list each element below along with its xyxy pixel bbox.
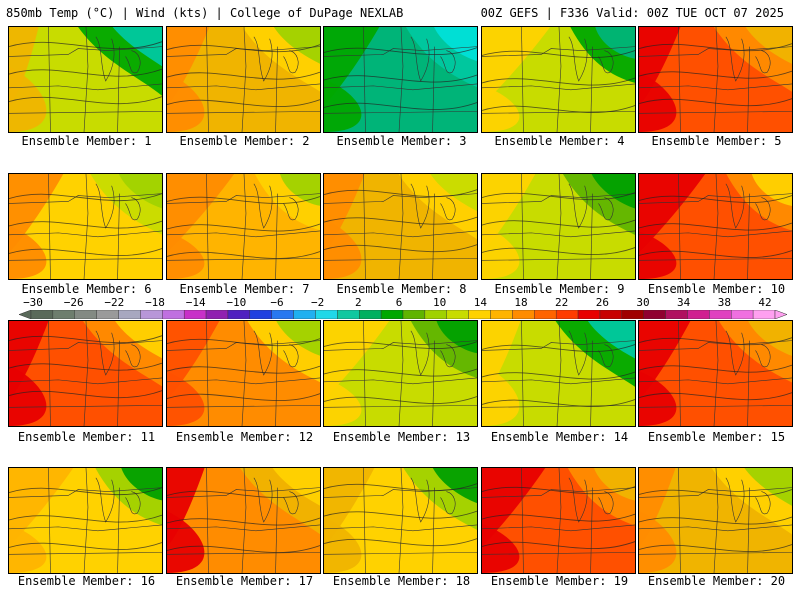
colorbar-tick-label: 6 [395, 296, 403, 309]
colorbar-tick-label: −14 [185, 296, 206, 309]
ensemble-member-map [481, 467, 636, 574]
ensemble-member-map [481, 320, 636, 427]
colorbar-tick-label: 14 [473, 296, 487, 309]
ensemble-member-label: Ensemble Member: 6 [21, 282, 152, 296]
colorbar-tick-label: 30 [636, 296, 650, 309]
colorbar-tick-label: 26 [595, 296, 609, 309]
ensemble-member-label: Ensemble Member: 13 [332, 430, 471, 444]
ensemble-member-label: Ensemble Member: 1 [21, 134, 152, 148]
ensemble-member-map [638, 320, 793, 427]
ensemble-member-label: Ensemble Member: 18 [332, 574, 471, 588]
colorbar-tick-label: 34 [677, 296, 691, 309]
ensemble-member-map [166, 173, 321, 280]
ensemble-member-label: Ensemble Member: 10 [647, 282, 786, 296]
ensemble-member-label: Ensemble Member: 16 [17, 574, 156, 588]
colorbar-tick-label: −30 [23, 296, 43, 309]
ensemble-member-label: Ensemble Member: 9 [494, 282, 625, 296]
ensemble-member-label: Ensemble Member: 2 [179, 134, 310, 148]
colorbar-tick-label: −10 [226, 296, 247, 309]
colorbar-tick-label: −22 [104, 296, 125, 309]
ensemble-member-map [8, 320, 163, 427]
ensemble-member-label: Ensemble Member: 20 [647, 574, 786, 588]
temperature-colorbar [19, 310, 787, 319]
ensemble-member-map [638, 26, 793, 133]
ensemble-member-map [8, 173, 163, 280]
ensemble-member-label: Ensemble Member: 8 [336, 282, 467, 296]
ensemble-member-map [323, 320, 478, 427]
colorbar-tick-label: −6 [270, 296, 284, 309]
ensemble-member-label: Ensemble Member: 5 [651, 134, 782, 148]
ensemble-member-label: Ensemble Member: 3 [336, 134, 467, 148]
ensemble-member-map [8, 26, 163, 133]
ensemble-member-map [166, 26, 321, 133]
ensemble-member-map [8, 467, 163, 574]
ensemble-member-map [323, 467, 478, 574]
ensemble-member-map [166, 320, 321, 427]
ensemble-member-label: Ensemble Member: 4 [494, 134, 625, 148]
header-left-title: 850mb Temp (°C) | Wind (kts) | College o… [6, 6, 404, 20]
colorbar-tick-label: 2 [355, 296, 362, 309]
ensemble-member-map [481, 173, 636, 280]
ensemble-member-label: Ensemble Member: 7 [179, 282, 310, 296]
colorbar-tick-label: −18 [145, 296, 165, 309]
colorbar-tick-label: −26 [63, 296, 84, 309]
ensemble-member-map [166, 467, 321, 574]
colorbar-tick-label: −2 [311, 296, 325, 309]
ensemble-member-map [638, 173, 793, 280]
colorbar-tick-label: 38 [717, 296, 731, 309]
ensemble-member-map [323, 26, 478, 133]
colorbar-tick-label: 42 [758, 296, 772, 309]
colorbar-tick-label: 10 [433, 296, 447, 309]
ensemble-member-label: Ensemble Member: 19 [490, 574, 629, 588]
ensemble-member-label: Ensemble Member: 14 [490, 430, 629, 444]
colorbar-tick-label: 18 [514, 296, 528, 309]
ensemble-member-map [638, 467, 793, 574]
ensemble-member-label: Ensemble Member: 12 [175, 430, 314, 444]
ensemble-member-label: Ensemble Member: 11 [17, 430, 156, 444]
ensemble-member-map [323, 173, 478, 280]
ensemble-member-label: Ensemble Member: 15 [647, 430, 786, 444]
header-right-title: 00Z GEFS | F336 Valid: 00Z TUE OCT 07 20… [480, 6, 784, 20]
ensemble-member-map [481, 26, 636, 133]
ensemble-member-label: Ensemble Member: 17 [175, 574, 314, 588]
colorbar-tick-label: 22 [555, 296, 569, 309]
